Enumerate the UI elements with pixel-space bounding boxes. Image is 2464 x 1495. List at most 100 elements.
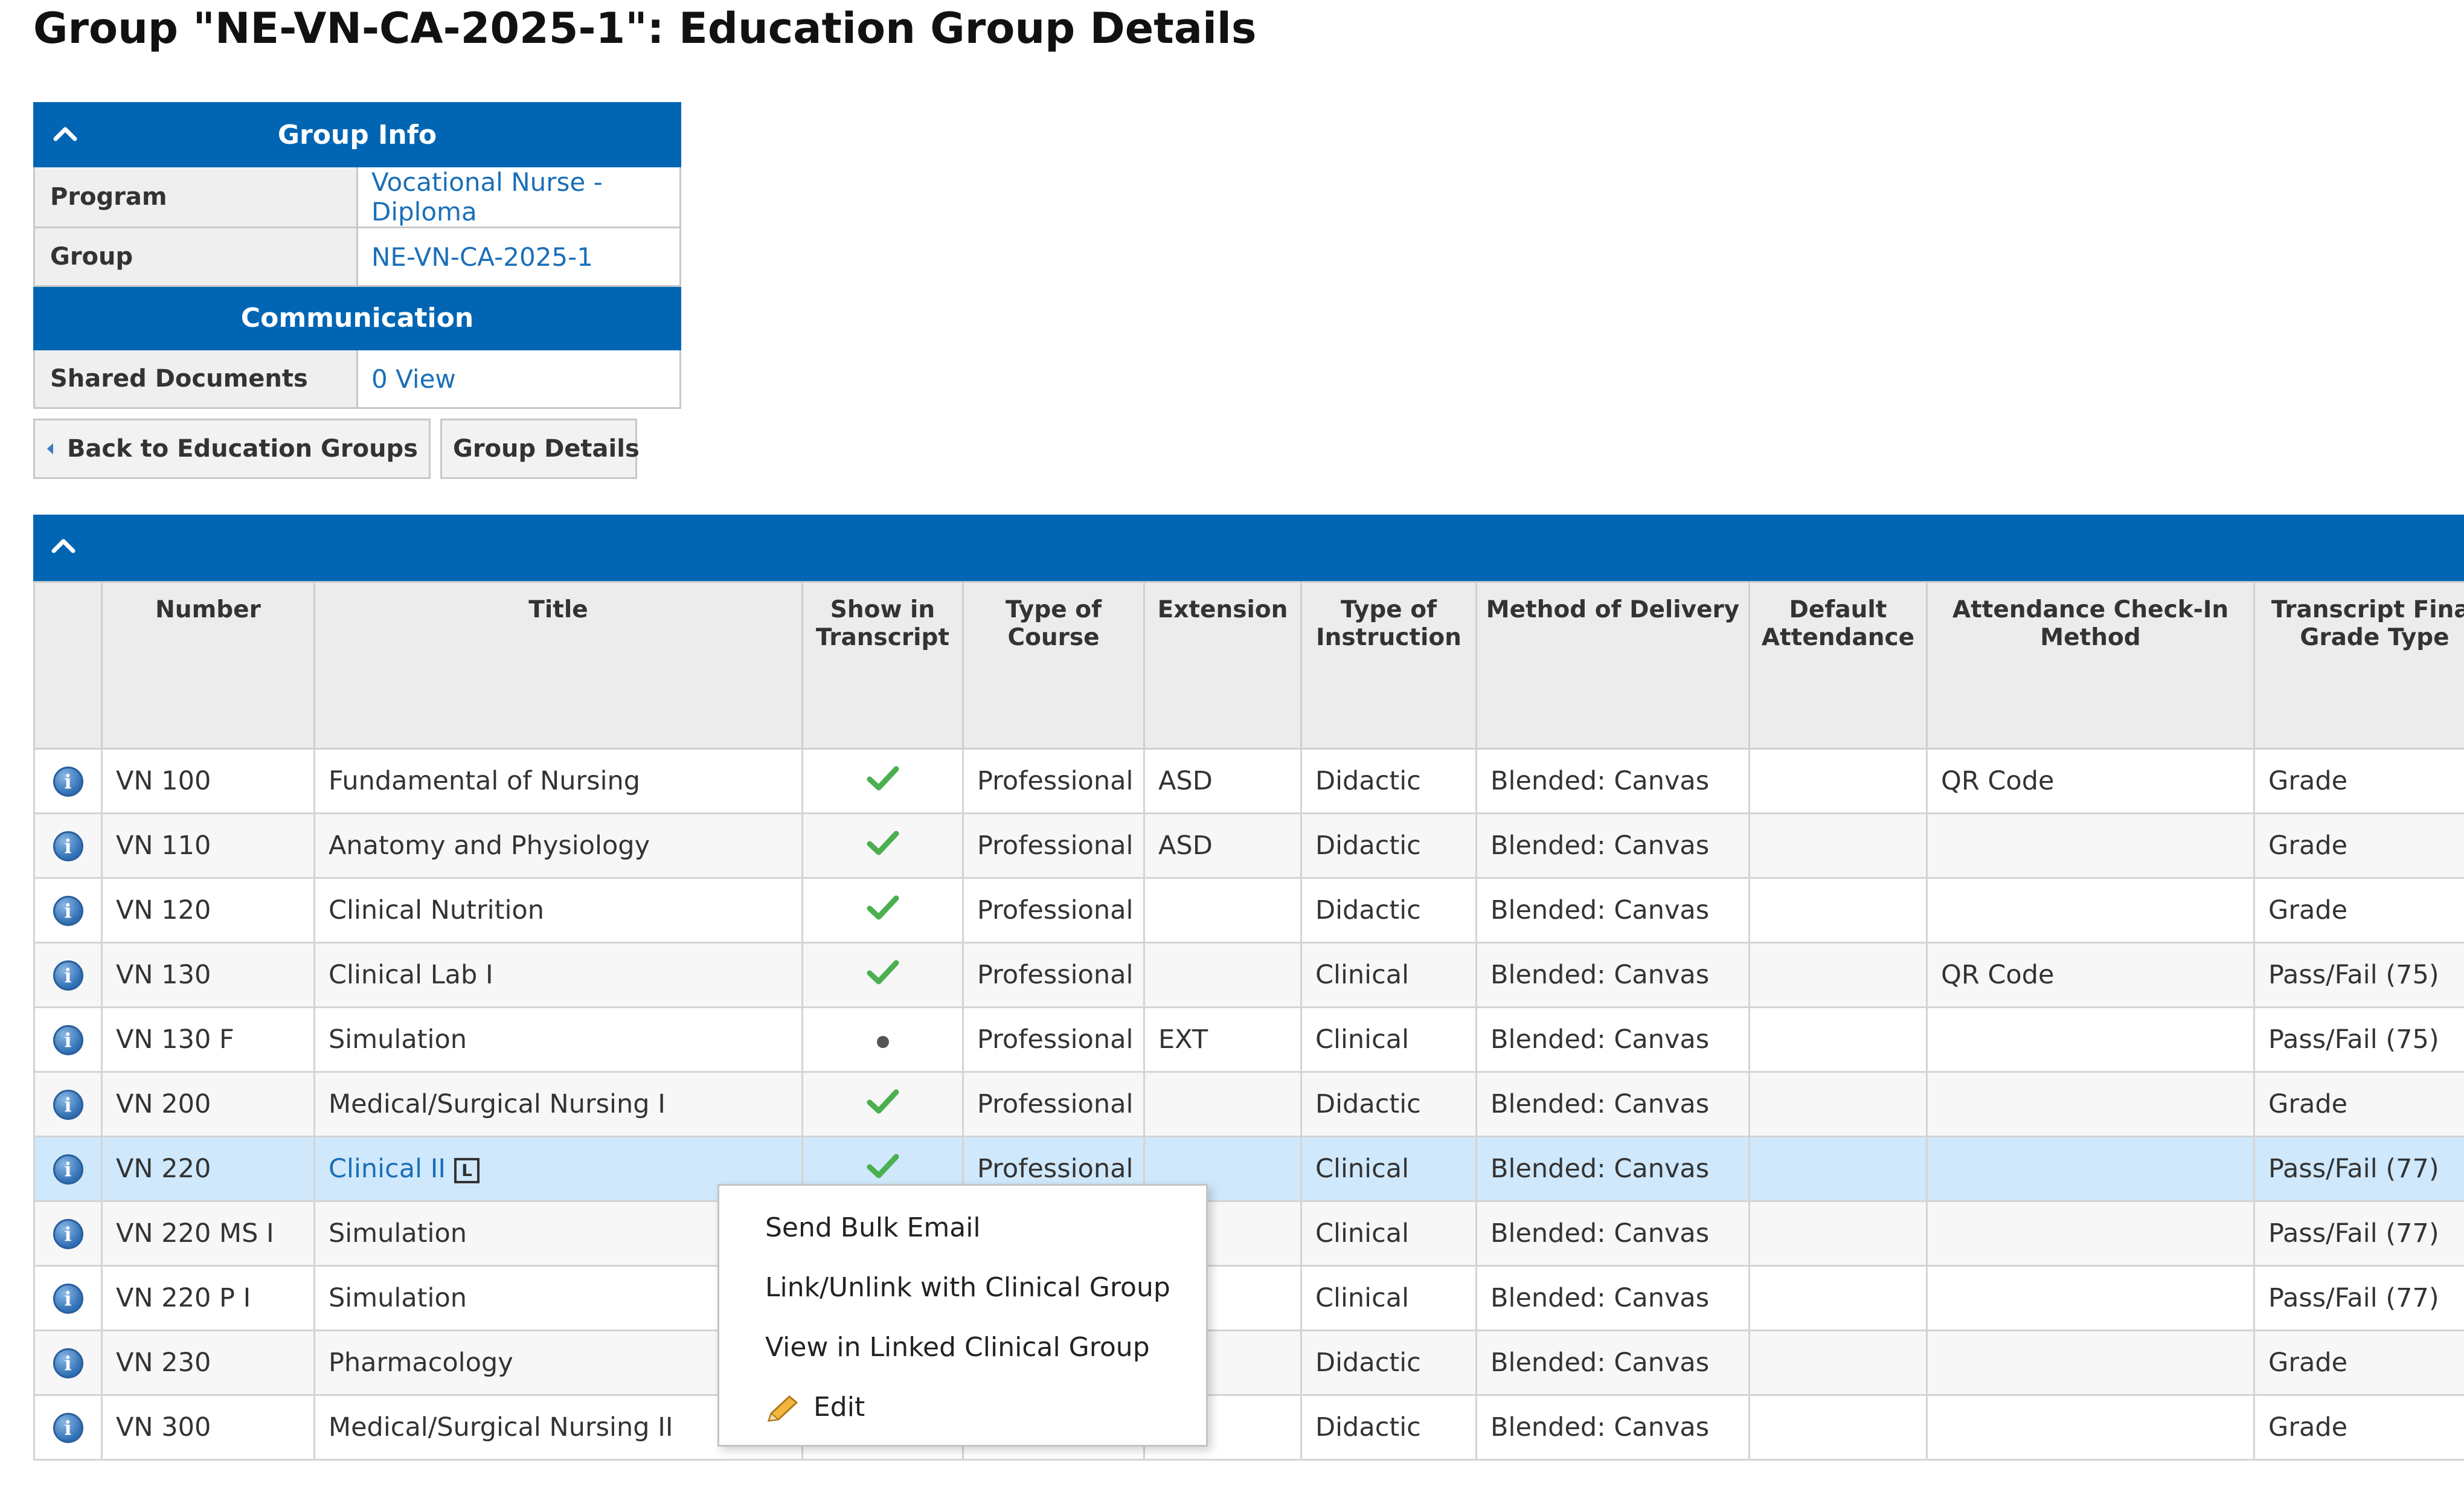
course-title: Fundamental of Nursing (329, 766, 641, 796)
back-arrow-icon (47, 443, 54, 455)
column-header-show-in-transcript[interactable]: Show in Transcript (801, 581, 964, 750)
info-icon[interactable]: i (53, 896, 83, 927)
courses-grid-header[interactable] (33, 515, 2464, 581)
cell-final-grade-type: Grade (2253, 1071, 2464, 1137)
cell-info: i (33, 1265, 103, 1331)
group-info-header[interactable]: Group Info (33, 102, 681, 167)
table-row[interactable]: i VN 220 P I Simulation Clinical Blended: Ca… (33, 1265, 2464, 1331)
table-row[interactable]: i VN 220 MS I Simulation Clinical Blended: C… (33, 1200, 2464, 1267)
cell-checkin-method: QR Code (1926, 748, 2255, 814)
table-row[interactable]: i VN 130 Clinical Lab I Professional Clinica… (33, 942, 2464, 1008)
shared-documents-count: 0 (371, 364, 388, 394)
table-row[interactable]: i VN 110 Anatomy and Physiology Professiona… (33, 812, 2464, 879)
course-title: Simulation (329, 1218, 467, 1249)
cell-number: VN 230 (101, 1329, 315, 1396)
table-row[interactable]: i VN 200 Medical/Surgical Nursing I Profess… (33, 1071, 2464, 1137)
cell-type-of-instruction: Didactic (1300, 877, 1477, 944)
info-icon[interactable]: i (53, 1413, 83, 1444)
cell-extension: ASD (1143, 748, 1302, 814)
cell-type-of-course: Professional (962, 877, 1145, 944)
cell-method-of-delivery: Blended: Canvas (1475, 942, 1750, 1008)
group-label: Group (33, 227, 358, 287)
menu-item-send-bulk-email[interactable]: Send Bulk Email (765, 1212, 981, 1243)
context-menu: Send Bulk Email Link/Unlink with Clinica… (717, 1184, 1208, 1447)
cell-info: i (33, 748, 103, 814)
cell-info: i (33, 1006, 103, 1073)
info-icon[interactable]: i (53, 1025, 83, 1056)
course-title: Simulation (329, 1024, 467, 1055)
group-info-panel: Group Info Program Vocational Nurse - Di… (33, 102, 681, 409)
course-title: Clinical Nutrition (329, 895, 544, 925)
info-icon[interactable]: i (53, 1348, 83, 1379)
info-icon[interactable]: i (53, 1090, 83, 1120)
cell-method-of-delivery: Blended: Canvas (1475, 1265, 1750, 1331)
column-header-method-of-delivery[interactable]: Method of Delivery (1475, 581, 1750, 750)
column-header-final-grade-type[interactable]: Transcript Final Grade Type (2253, 581, 2464, 750)
pencil-icon (767, 1395, 798, 1422)
cell-method-of-delivery: Blended: Canvas (1475, 812, 1750, 879)
cell-type-of-instruction: Clinical (1300, 942, 1477, 1008)
collapse-chevron-icon[interactable] (53, 124, 77, 143)
group-link[interactable]: NE-VN-CA-2025-1 (371, 242, 594, 272)
cell-type-of-instruction: Clinical (1300, 1136, 1477, 1202)
cell-final-grade-type: Pass/Fail (77) (2253, 1265, 2464, 1331)
table-row[interactable]: i VN 130 F Simulation Professional EXT Clinic… (33, 1006, 2464, 1073)
check-icon (867, 831, 899, 855)
group-details-label: Group Details (453, 435, 640, 463)
info-icon[interactable]: i (53, 960, 83, 991)
info-icon[interactable]: i (53, 1154, 83, 1185)
shared-documents-view-link[interactable]: View (396, 364, 456, 394)
program-link[interactable]: Vocational Nurse - Diploma (371, 167, 603, 227)
column-header-default-attendance[interactable]: Default Attendance (1748, 581, 1928, 750)
column-header-extension[interactable]: Extension (1143, 581, 1302, 750)
action-buttons: Back to Education Groups Group Details (33, 419, 640, 479)
cell-default-attendance (1748, 1071, 1928, 1137)
cell-method-of-delivery: Blended: Canvas (1475, 1136, 1750, 1202)
cell-final-grade-type: Pass/Fail (75) (2253, 1006, 2464, 1073)
cell-show-in-transcript (801, 942, 964, 1008)
column-header-type-of-instruction[interactable]: Type of Instruction (1300, 581, 1477, 750)
menu-item-link-unlink-clinical-group[interactable]: Link/Unlink with Clinical Group (765, 1272, 1170, 1303)
info-icon[interactable]: i (53, 831, 83, 862)
cell-default-attendance (1748, 1265, 1928, 1331)
table-row[interactable]: i VN 120 Clinical Nutrition Professional Did… (33, 877, 2464, 944)
cell-number: VN 110 (101, 812, 315, 879)
info-icon[interactable]: i (53, 767, 83, 797)
program-label: Program (33, 166, 358, 228)
cell-method-of-delivery: Blended: Canvas (1475, 1071, 1750, 1137)
table-row[interactable]: i VN 230 Pharmacology Didactic Blended: Canv… (33, 1329, 2464, 1396)
column-header-checkin-method[interactable]: Attendance Check-In Method (1926, 581, 2255, 750)
cell-number: VN 220 (101, 1136, 315, 1202)
cell-method-of-delivery: Blended: Canvas (1475, 1200, 1750, 1267)
cell-final-grade-type: Grade (2253, 1329, 2464, 1396)
course-title[interactable]: Clinical II (329, 1154, 446, 1184)
cell-info: i (33, 877, 103, 944)
info-icon[interactable]: i (53, 1284, 83, 1314)
column-header-title[interactable]: Title (313, 581, 803, 750)
cell-extension (1143, 942, 1302, 1008)
table-row[interactable]: i VN 220 Clinical II L Professional Clinical B… (33, 1136, 2464, 1202)
cell-number: VN 100 (101, 748, 315, 814)
column-header-number[interactable]: Number (101, 581, 315, 750)
course-title: Clinical Lab I (329, 960, 493, 990)
cell-checkin-method (1926, 1394, 2255, 1461)
cell-method-of-delivery: Blended: Canvas (1475, 1394, 1750, 1461)
column-header-type-of-course[interactable]: Type of Course (962, 581, 1145, 750)
cell-type-of-instruction: Didactic (1300, 1394, 1477, 1461)
info-icon[interactable]: i (53, 1219, 83, 1250)
cell-method-of-delivery: Blended: Canvas (1475, 877, 1750, 944)
menu-item-view-linked-clinical-group[interactable]: View in Linked Clinical Group (765, 1332, 1150, 1363)
cell-default-attendance (1748, 877, 1928, 944)
group-details-button[interactable]: Group Details (440, 419, 640, 479)
cell-default-attendance (1748, 812, 1928, 879)
menu-item-edit[interactable]: Edit (719, 1377, 1206, 1437)
cell-type-of-course: Professional (962, 748, 1145, 814)
cell-type-of-course: Professional (962, 942, 1145, 1008)
cell-extension: EXT (1143, 1006, 1302, 1073)
table-row[interactable]: i VN 100 Fundamental of Nursing Professiona… (33, 748, 2464, 814)
collapse-chevron-icon[interactable] (51, 536, 75, 555)
cell-final-grade-type: Grade (2253, 748, 2464, 814)
column-header-icon (33, 581, 103, 750)
back-to-education-groups-button[interactable]: Back to Education Groups (33, 419, 431, 479)
